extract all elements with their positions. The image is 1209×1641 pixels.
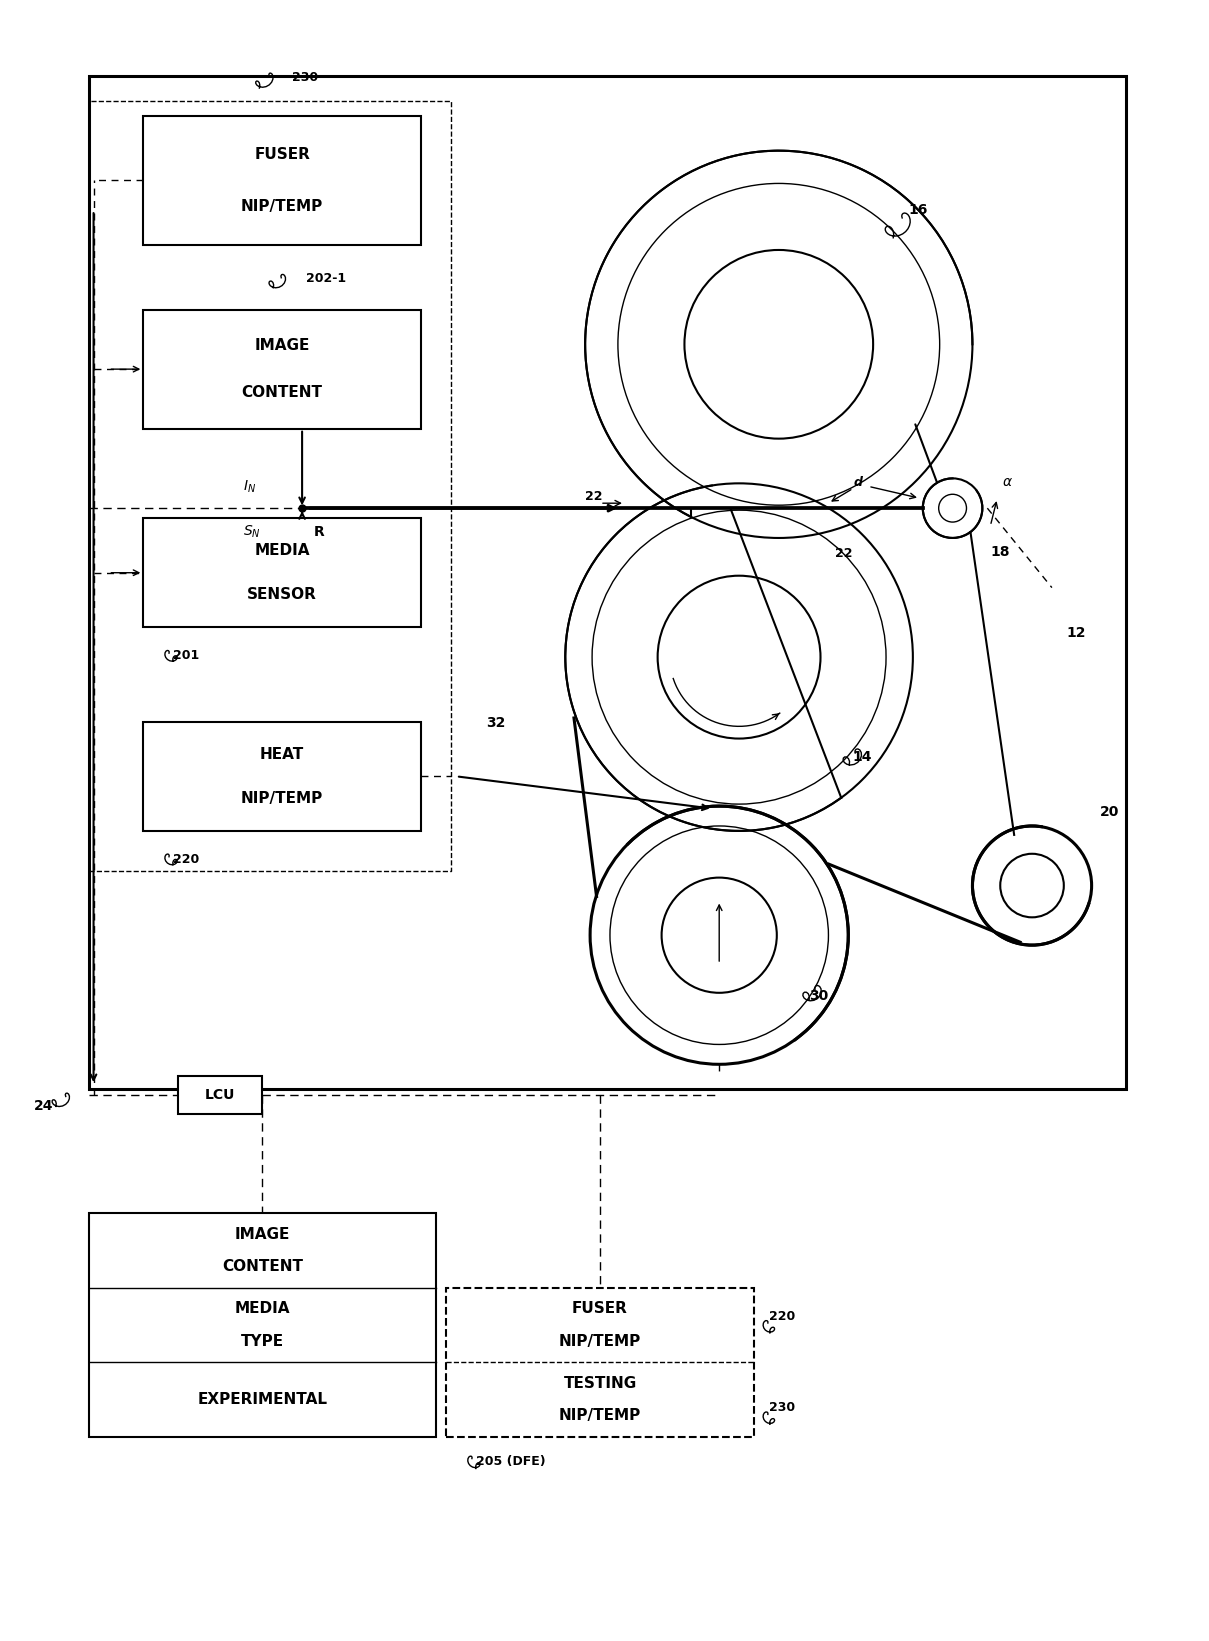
FancyBboxPatch shape: [88, 1213, 436, 1438]
Text: 220: 220: [769, 1310, 796, 1323]
Text: 22: 22: [834, 546, 852, 560]
Text: 201: 201: [173, 650, 199, 661]
Text: IMAGE: IMAGE: [235, 1226, 290, 1242]
Text: 202-1: 202-1: [306, 272, 346, 286]
FancyBboxPatch shape: [143, 310, 421, 428]
Text: 32: 32: [486, 715, 505, 730]
Text: 205 (DFE): 205 (DFE): [476, 1454, 545, 1467]
Text: FUSER: FUSER: [572, 1301, 627, 1316]
Text: $S_N$: $S_N$: [243, 523, 260, 540]
Text: 30: 30: [810, 990, 829, 1003]
Text: NIP/TEMP: NIP/TEMP: [559, 1334, 641, 1349]
Text: 12: 12: [1066, 627, 1087, 640]
Text: HEAT: HEAT: [260, 747, 305, 761]
Text: TESTING: TESTING: [563, 1375, 637, 1390]
Text: 20: 20: [1099, 806, 1120, 819]
Text: CONTENT: CONTENT: [222, 1259, 303, 1275]
Text: FUSER: FUSER: [254, 148, 311, 162]
Text: $I_N$: $I_N$: [243, 478, 255, 494]
Text: 22: 22: [585, 491, 602, 504]
Text: IMAGE: IMAGE: [255, 338, 310, 353]
Text: 18: 18: [990, 545, 1010, 560]
Text: TYPE: TYPE: [241, 1334, 284, 1349]
Text: EXPERIMENTAL: EXPERIMENTAL: [197, 1392, 328, 1406]
FancyBboxPatch shape: [143, 117, 421, 245]
Text: NIP/TEMP: NIP/TEMP: [241, 791, 323, 806]
Text: NIP/TEMP: NIP/TEMP: [241, 199, 323, 213]
Text: 16: 16: [909, 203, 929, 217]
Text: 230: 230: [769, 1401, 796, 1415]
Text: NIP/TEMP: NIP/TEMP: [559, 1408, 641, 1423]
FancyBboxPatch shape: [178, 1076, 262, 1114]
Text: 230: 230: [293, 71, 318, 84]
Text: R: R: [314, 525, 325, 538]
Text: d: d: [854, 476, 862, 489]
FancyBboxPatch shape: [143, 519, 421, 627]
FancyBboxPatch shape: [446, 1288, 754, 1438]
Text: 220: 220: [173, 853, 199, 866]
FancyBboxPatch shape: [143, 722, 421, 830]
Text: $\alpha$: $\alpha$: [1002, 476, 1013, 489]
Text: MEDIA: MEDIA: [235, 1301, 290, 1316]
Text: 14: 14: [852, 750, 872, 765]
Text: SENSOR: SENSOR: [248, 587, 317, 602]
Text: MEDIA: MEDIA: [254, 543, 310, 558]
Text: LCU: LCU: [206, 1088, 236, 1103]
Text: 24: 24: [34, 1099, 53, 1113]
Text: CONTENT: CONTENT: [242, 386, 323, 400]
